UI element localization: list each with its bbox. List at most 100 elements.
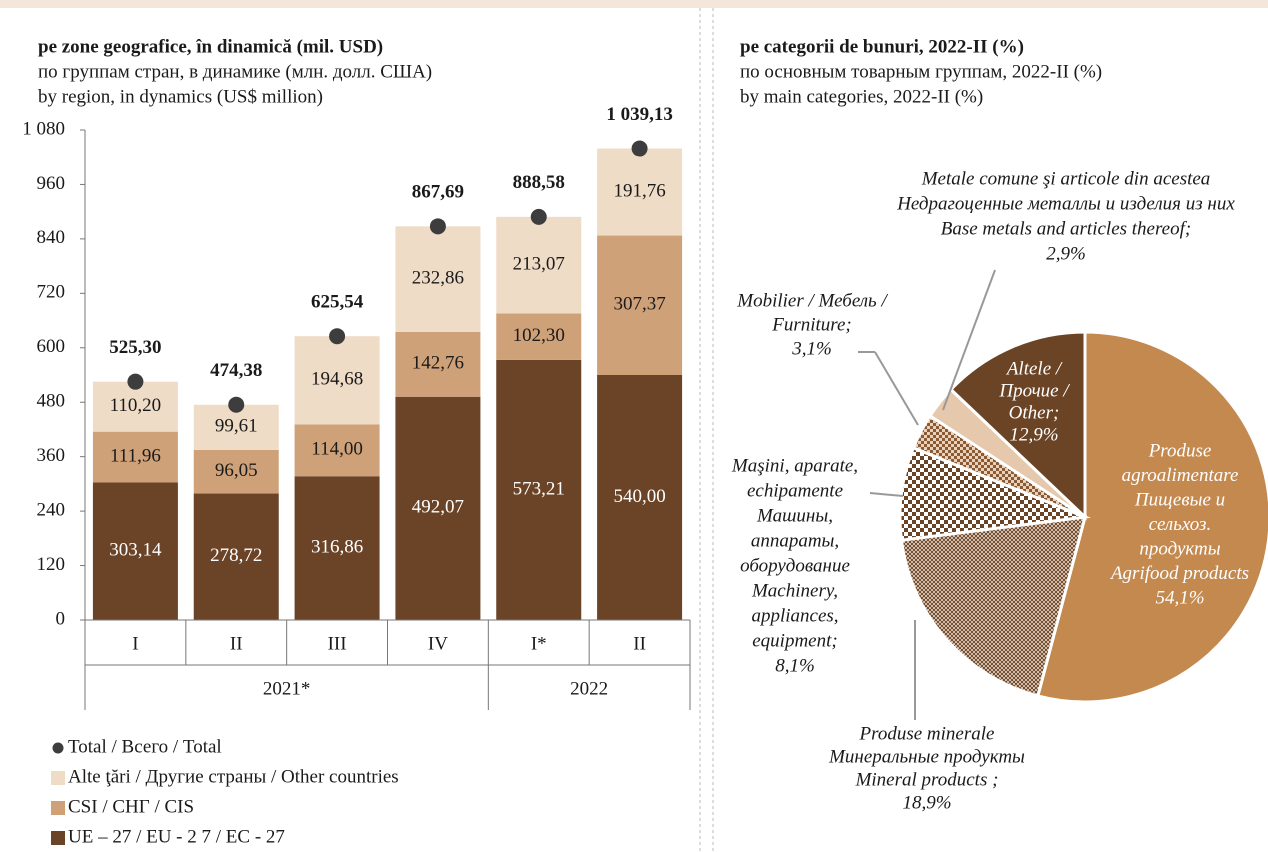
value-label: 191,76	[613, 180, 665, 201]
group-label: 2022	[570, 678, 608, 699]
total-dot	[530, 208, 547, 225]
x-tick-label: II	[230, 633, 243, 654]
chart-title: по группам стран, в динамике (млн. долл.…	[38, 61, 432, 82]
value-label: 573,21	[513, 478, 565, 499]
legend-label: Total / Всего / Total	[68, 736, 222, 757]
y-tick-label: 1 080	[22, 118, 65, 139]
slice-value-label: 8,1%	[775, 655, 815, 676]
value-label: 111,96	[110, 445, 161, 466]
y-tick-label: 120	[37, 554, 66, 575]
bar-segment	[597, 148, 683, 236]
slice-label: Машины,	[756, 505, 833, 526]
value-label: 307,37	[613, 294, 665, 315]
legend-marker	[51, 801, 65, 815]
total-dot	[228, 396, 245, 413]
value-label: 232,86	[412, 268, 464, 289]
slice-label: Mineral products ;	[855, 769, 999, 790]
y-tick-label: 480	[37, 391, 66, 412]
slice-label: Base metals and articles thereof;	[941, 218, 1191, 239]
bar-segment	[294, 336, 380, 425]
slice-label: Furniture;	[771, 314, 852, 335]
bar-segment	[597, 375, 683, 620]
slice-value-label: 12,9%	[1009, 424, 1058, 445]
slice-label: Maşini, aparate,	[731, 455, 858, 476]
leader-line	[869, 492, 904, 497]
pie-slice	[898, 445, 1091, 542]
total-label: 888,58	[513, 172, 565, 193]
slice-label: Metale comune şi articole din acestea	[921, 168, 1211, 189]
chart-title: pe zone geografice, în dinamică (mil. US…	[38, 36, 383, 57]
value-label: 278,72	[210, 545, 262, 566]
bar-segment	[294, 424, 380, 477]
x-tick-label: I	[132, 633, 138, 654]
y-tick-label: 840	[37, 227, 66, 248]
total-label: 474,38	[210, 360, 262, 381]
bar-segment	[193, 449, 279, 494]
bar-segment	[395, 331, 481, 397]
bar-segment	[92, 381, 178, 432]
bar-segment	[193, 493, 279, 620]
total-dot	[631, 140, 648, 157]
chart-title: by main categories, 2022-II (%)	[740, 86, 983, 107]
y-tick-label: 240	[37, 499, 66, 520]
value-label: 303,14	[109, 540, 162, 561]
slice-label: Недрагоценные металлы и изделия из них	[896, 193, 1235, 214]
total-label: 625,54	[311, 292, 364, 313]
value-label: 142,76	[412, 353, 464, 374]
total-label: 867,69	[412, 182, 464, 203]
slice-label: аппараты,	[751, 530, 839, 551]
value-label: 492,07	[412, 497, 464, 518]
x-tick-label: IV	[428, 633, 448, 654]
bar-segment	[395, 396, 481, 620]
bar-segment	[92, 431, 178, 483]
slice-value-label: 2,9%	[1046, 243, 1086, 264]
y-tick-label: 720	[37, 282, 66, 303]
pie-slice	[948, 330, 1087, 521]
slice-label: Прочие /	[998, 380, 1070, 401]
x-tick-label: III	[328, 633, 347, 654]
slice-label: оборудование	[740, 555, 850, 576]
leader-line	[942, 269, 996, 411]
total-dot	[329, 328, 346, 345]
bar-segment	[92, 482, 178, 620]
bar-segment	[597, 235, 683, 375]
total-label: 525,30	[109, 337, 161, 358]
value-label: 99,61	[215, 416, 258, 437]
bar-segment	[496, 313, 582, 360]
x-tick-label: I*	[531, 633, 547, 654]
bar-segment	[496, 216, 582, 314]
slice-label: Produse minerale	[859, 723, 995, 744]
value-label: 316,86	[311, 536, 363, 557]
slice-label: echipamente	[747, 480, 843, 501]
chart-title: pe categorii de bunuri, 2022-II (%)	[740, 36, 1024, 57]
legend-label: CSI / СНГ / CIS	[68, 796, 194, 817]
y-tick-label: 360	[37, 445, 66, 466]
value-label: 540,00	[613, 486, 665, 507]
value-label: 213,07	[513, 254, 565, 275]
slice-label: equipment;	[752, 630, 837, 651]
chart-title: по основным товарным группам, 2022-II (%…	[740, 61, 1102, 82]
legend-label: Alte ţări / Другие страны / Other countr…	[68, 766, 399, 787]
bar-segment	[496, 359, 582, 620]
pie-slice	[899, 515, 1088, 698]
slice-label: Machinery,	[751, 580, 838, 601]
total-label: 1 039,13	[606, 104, 673, 125]
slice-label: сельхоз.	[1149, 514, 1211, 535]
legend-marker	[51, 831, 65, 845]
slice-value-label: 18,9%	[902, 792, 951, 813]
value-label: 114,00	[311, 439, 363, 460]
total-dot	[429, 218, 446, 235]
slice-label: Other;	[1009, 402, 1060, 423]
x-tick-label: II	[633, 633, 646, 654]
slice-label: Минеральные продукты	[828, 746, 1025, 767]
value-label: 110,20	[110, 395, 162, 416]
top-band	[0, 0, 1268, 8]
value-label: 96,05	[215, 460, 258, 481]
slice-label: Agrifood products	[1109, 563, 1249, 584]
value-label: 102,30	[513, 325, 565, 346]
y-tick-label: 600	[37, 336, 66, 357]
slice-label: appliances,	[751, 605, 838, 626]
y-tick-label: 960	[37, 173, 66, 194]
y-tick-label: 0	[56, 608, 66, 629]
